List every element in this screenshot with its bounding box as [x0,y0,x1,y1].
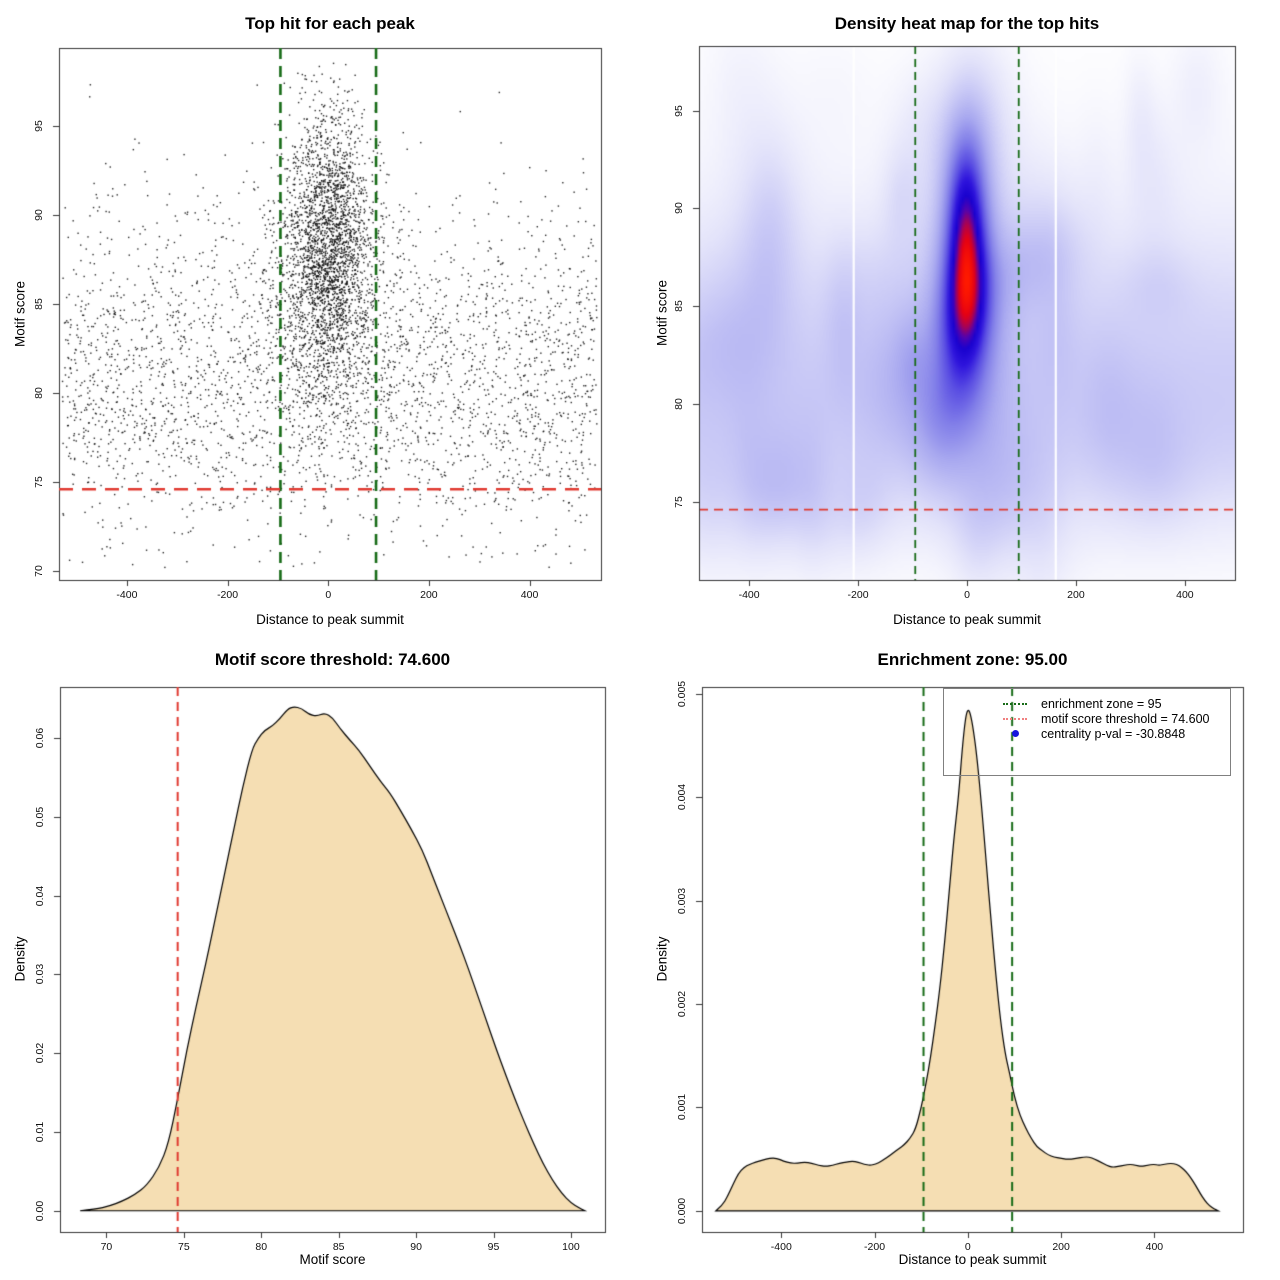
x-tick-label: -400 [738,589,760,601]
legend-green-dotted-line-icon [1003,702,1027,705]
x-tick-label: 100 [562,1241,580,1253]
y-tick-label: 90 [673,202,685,215]
y-tick-label: 0.05 [34,806,46,828]
y-tick-label: 75 [33,476,45,488]
heatmap-title: Density heat map for the top hits [834,14,1100,33]
y-tick-label: 0.005 [676,680,688,707]
x-tick-label: -400 [116,589,138,601]
x-tick-label: 85 [332,1241,345,1253]
y-tick-label: 0.02 [34,1043,46,1064]
x-tick-label: -200 [864,1241,886,1253]
score-density-title: Motif score threshold: 74.600 [214,650,451,669]
legend-label: enrichment zone = 95 [1041,696,1162,711]
legend: enrichment zone = 95 motif score threshol… [943,688,1231,776]
y-tick-label: 80 [673,398,685,410]
scatter-ylabel: Motif score [12,280,28,348]
y-tick-label: 80 [33,387,45,400]
x-tick-label: 0 [964,1241,971,1253]
y-tick-label: 0.001 [676,1094,688,1121]
legend-row: enrichment zone = 95 [944,696,1230,711]
y-tick-label: 95 [673,104,685,117]
x-tick-label: -200 [847,589,869,601]
x-tick-label: -400 [770,1241,792,1253]
y-tick-label: 0.002 [676,990,688,1018]
x-tick-label: 200 [420,589,438,601]
y-tick-label: 70 [33,565,45,577]
y-tick-label: 0.04 [34,885,46,906]
x-tick-label: 200 [1067,589,1085,601]
y-tick-label: 0.06 [34,727,46,749]
y-tick-label: 0.01 [34,1121,46,1143]
legend-row: motif score threshold = 74.600 [944,711,1230,726]
y-tick-label: 85 [673,300,685,312]
x-tick-label: 95 [487,1241,500,1253]
x-tick-label: 400 [1145,1241,1164,1253]
x-tick-label: 400 [520,589,539,601]
scatter-title: Top hit for each peak [245,14,415,33]
x-tick-label: 0 [325,589,332,601]
x-tick-label: 70 [100,1241,113,1253]
x-tick-label: 90 [410,1241,422,1253]
legend-red-dotted-line-icon [1003,717,1027,720]
zone-density-title: Enrichment zone: 95.00 [877,650,1068,669]
legend-blue-dot-icon [1011,730,1019,737]
x-tick-label: 400 [1176,589,1194,601]
y-tick-label: 0.03 [34,964,46,985]
x-tick-label: 0 [964,589,970,601]
scatter-xlabel: Distance to peak summit [256,612,404,627]
x-tick-label: 75 [178,1241,190,1253]
y-tick-label: 0.000 [676,1197,688,1224]
x-tick-label: 200 [1052,1241,1070,1253]
y-tick-label: 95 [33,120,45,133]
y-tick-label: 0.004 [676,783,688,811]
heatmap-ylabel: Motif score [654,279,670,347]
legend-label: motif score threshold = 74.600 [1041,711,1210,726]
zone-density-ylabel: Density [654,936,670,982]
x-tick-label: 80 [255,1241,268,1253]
legend-row: centrality p-val = -30.8848 [944,726,1230,741]
y-tick-label: 0.003 [676,887,688,914]
y-tick-label: 75 [673,495,685,508]
score-density-ylabel: Density [12,936,28,982]
zone-density-xlabel: Distance to peak summit [898,1252,1047,1267]
legend-label: centrality p-val = -30.8848 [1041,726,1186,741]
score-density-xlabel: Motif score [299,1252,366,1267]
heatmap-xlabel: Distance to peak summit [893,612,1041,627]
x-tick-label: -200 [217,589,239,601]
y-tick-label: 90 [33,209,45,222]
y-tick-label: 85 [33,298,45,311]
y-tick-label: 0.00 [34,1200,46,1221]
